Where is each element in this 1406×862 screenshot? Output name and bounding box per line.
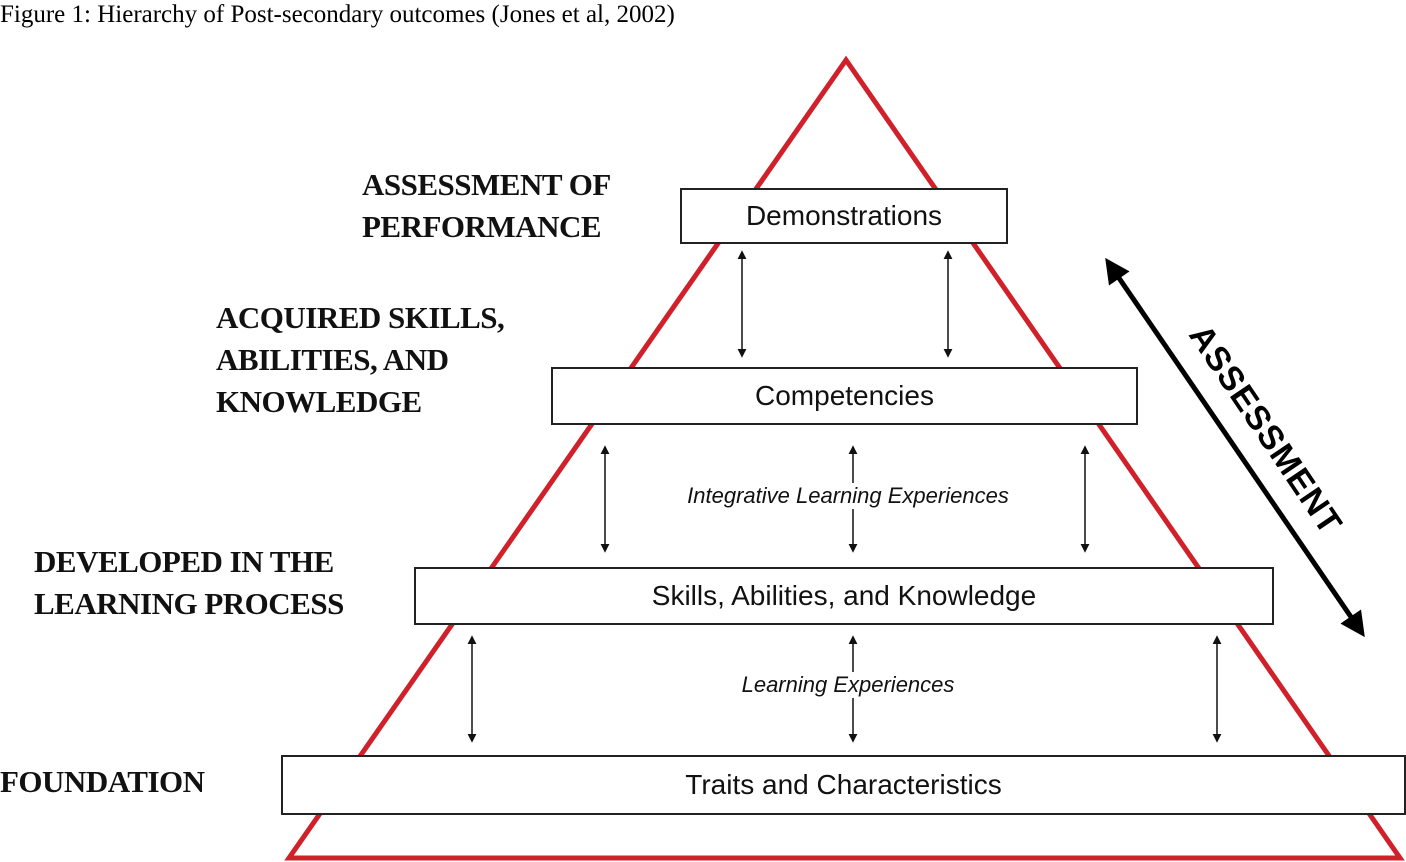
box-demonstrations: Demonstrations — [680, 188, 1008, 244]
level-label-foundation: FOUNDATION — [0, 764, 205, 799]
figure-caption: Figure 1: Hierarchy of Post-secondary ou… — [0, 1, 675, 28]
box-competencies: Competencies — [551, 367, 1138, 425]
label-integrative-learning-experiences: Integrative Learning Experiences — [685, 483, 1011, 509]
level-label-acquired: ACQUIRED SKILLS, ABILITIES, AND KNOWLEDG… — [216, 300, 505, 419]
box-skills-abilities-knowledge: Skills, Abilities, and Knowledge — [414, 567, 1274, 625]
level-label-developed: DEVELOPED IN THE LEARNING PROCESS — [34, 544, 344, 621]
level-label-performance: ASSESSMENT OF PERFORMANCE — [362, 167, 611, 244]
label-learning-experiences: Learning Experiences — [739, 672, 957, 698]
assessment-arrow — [1105, 257, 1365, 638]
box-traits-characteristics: Traits and Characteristics — [281, 755, 1406, 815]
